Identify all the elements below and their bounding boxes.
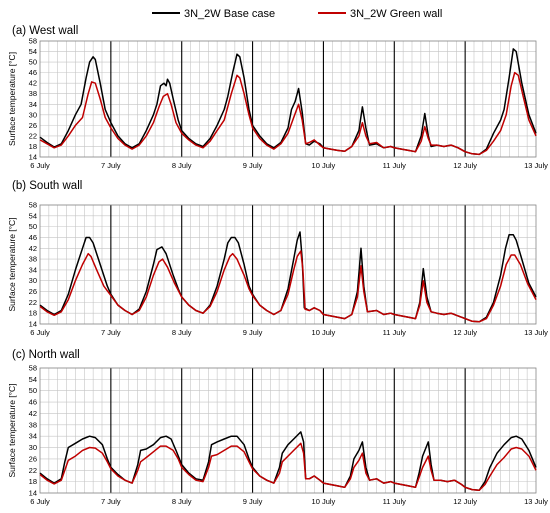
y-tick-label: 22 — [29, 298, 37, 307]
x-tick-label: 7 July — [101, 497, 121, 506]
x-tick-label: 11 July — [383, 497, 406, 506]
x-tick-label: 6 July — [30, 497, 50, 506]
x-tick-label: 10 July — [312, 328, 336, 337]
x-tick-label: 9 July — [243, 497, 263, 506]
plot-frame — [39, 40, 537, 158]
panel-title: (c) North wall — [12, 349, 80, 361]
x-tick-label: 7 July — [101, 328, 121, 337]
y-tick-label: 30 — [29, 443, 37, 452]
y-axis-label: Surface temperature [°C] — [7, 383, 17, 477]
y-tick-label: 22 — [29, 466, 37, 475]
x-tick-label: 7 July — [101, 161, 121, 170]
y-tick-label: 46 — [29, 68, 37, 77]
y-tick-label: 18 — [29, 142, 37, 151]
y-tick-label: 18 — [29, 477, 37, 486]
y-axis-label: Surface temperature [°C] — [7, 217, 17, 311]
x-tick-label: 12 July — [453, 161, 477, 170]
legend-base-case-label: 3N_2W Base case — [184, 8, 275, 20]
y-tick-label: 54 — [29, 47, 37, 56]
y-tick-label: 46 — [29, 398, 37, 407]
y-tick-label: 30 — [29, 110, 37, 119]
chart-panel: (b) South wall Surface temperature [°C] 14… — [7, 180, 548, 337]
y-tick-label: 42 — [29, 244, 37, 253]
x-tick-label: 10 July — [312, 497, 336, 506]
x-tick-label: 8 July — [172, 328, 192, 337]
y-tick-label: 18 — [29, 309, 37, 318]
chart-panel: (c) North wall Surface temperature [°C] 14… — [7, 349, 548, 506]
y-tick-label: 42 — [29, 409, 37, 418]
y-tick-label: 54 — [29, 211, 37, 220]
y-axis-label: Surface temperature [°C] — [7, 52, 17, 146]
x-tick-label: 9 July — [243, 161, 263, 170]
y-tick-label: 58 — [29, 37, 37, 46]
y-tick-label: 34 — [29, 265, 37, 274]
y-tick-label: 58 — [29, 364, 37, 373]
y-tick-label: 22 — [29, 131, 37, 140]
y-tick-label: 34 — [29, 100, 37, 109]
y-tick-label: 26 — [29, 454, 37, 463]
x-tick-label: 13 July — [524, 161, 548, 170]
x-tick-label: 13 July — [524, 328, 548, 337]
x-tick-label: 8 July — [172, 497, 192, 506]
x-tick-label: 11 July — [383, 161, 406, 170]
x-tick-label: 12 July — [453, 328, 477, 337]
x-tick-label: 12 July — [453, 497, 477, 506]
y-tick-label: 14 — [29, 153, 37, 162]
y-tick-label: 50 — [29, 222, 37, 231]
y-tick-label: 38 — [29, 89, 37, 98]
x-tick-label: 6 July — [30, 328, 50, 337]
panel-title: (b) South wall — [12, 180, 82, 192]
plot-frame — [39, 204, 537, 325]
y-tick-label: 50 — [29, 386, 37, 395]
legend: 3N_2W Base case 3N_2W Green wall — [152, 8, 442, 20]
y-tick-label: 14 — [29, 320, 37, 329]
y-tick-label: 58 — [29, 201, 37, 210]
y-tick-label: 38 — [29, 420, 37, 429]
legend-green-wall-label: 3N_2W Green wall — [350, 8, 442, 20]
y-tick-label: 42 — [29, 79, 37, 88]
x-tick-label: 13 July — [524, 497, 548, 506]
panel-title: (a) West wall — [12, 25, 78, 37]
y-tick-label: 54 — [29, 375, 37, 384]
y-tick-label: 34 — [29, 432, 37, 441]
x-tick-label: 9 July — [243, 328, 263, 337]
y-tick-label: 38 — [29, 255, 37, 264]
plot-frame — [39, 367, 537, 494]
y-tick-label: 46 — [29, 233, 37, 242]
series-line — [39, 71, 537, 156]
y-tick-label: 50 — [29, 58, 37, 67]
x-tick-label: 11 July — [383, 328, 406, 337]
series-line — [39, 442, 537, 491]
chart-panel: (a) West wall Surface temperature [°C] 14 1… — [7, 25, 548, 170]
y-tick-label: 26 — [29, 287, 37, 296]
series-line — [39, 250, 537, 323]
x-tick-label: 8 July — [172, 161, 192, 170]
y-tick-label: 30 — [29, 276, 37, 285]
x-tick-label: 6 July — [30, 161, 50, 170]
y-tick-label: 14 — [29, 489, 37, 498]
y-tick-label: 26 — [29, 121, 37, 130]
x-tick-label: 10 July — [312, 161, 336, 170]
